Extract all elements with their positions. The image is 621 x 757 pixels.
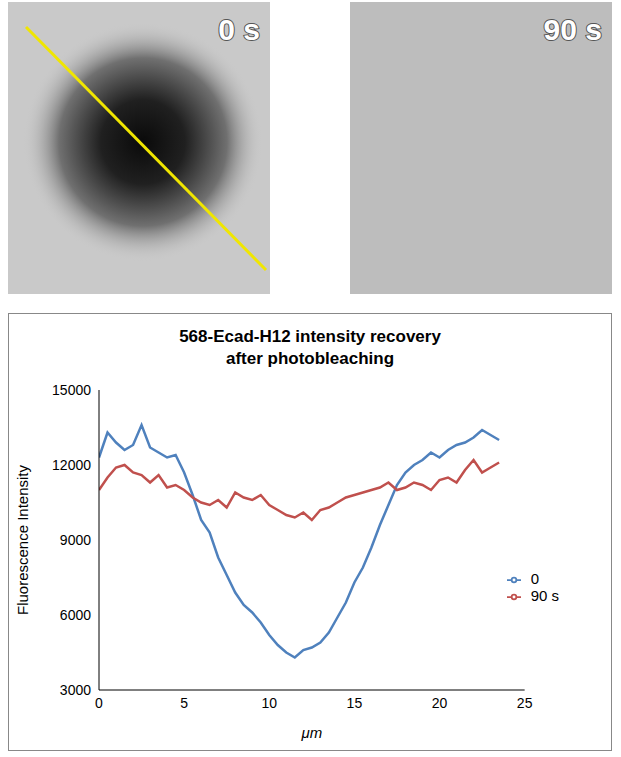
svg-text:μm: μm — [300, 724, 322, 741]
svg-text:90 s: 90 s — [544, 13, 602, 46]
html-text:after photobleaching: after photobleaching — [225, 349, 395, 368]
html-text:0: 0 — [530, 570, 539, 587]
svg-text:3000: 3000 — [60, 682, 91, 698]
svg-text:6000: 6000 — [60, 607, 91, 623]
svg-text:5: 5 — [180, 695, 188, 711]
svg-text:15: 15 — [347, 695, 363, 711]
svg-text:12000: 12000 — [52, 457, 91, 473]
svg-text:0: 0 — [95, 695, 103, 711]
svg-text:20: 20 — [432, 695, 448, 711]
html-text:90 s: 90 s — [530, 587, 559, 604]
html-text:568-Ecad-H12 intensity recover: 568-Ecad-H12 intensity recovery — [179, 327, 441, 346]
svg-text:0 s: 0 s — [218, 13, 260, 46]
svg-text:10: 10 — [261, 695, 277, 711]
svg-text:9000: 9000 — [60, 532, 91, 548]
svg-text:25: 25 — [517, 695, 533, 711]
svg-text:15000: 15000 — [52, 382, 91, 398]
svg-text:Fluorescence Intensity: Fluorescence Intensity — [14, 464, 31, 615]
